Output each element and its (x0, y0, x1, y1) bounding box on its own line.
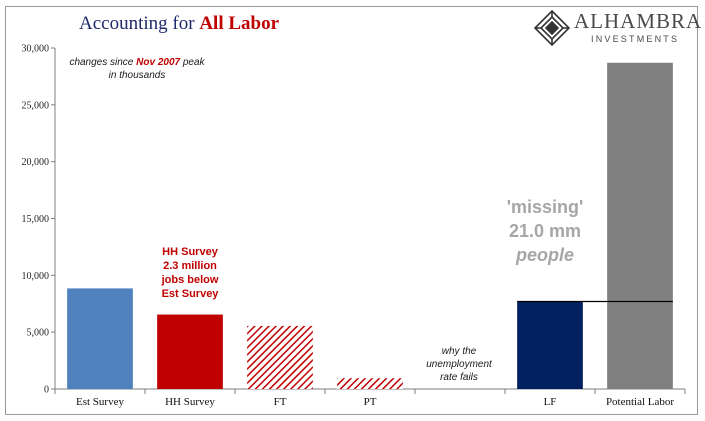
note-pre: changes since (69, 57, 137, 68)
alhambra-logo: ALHAMBRA INVESTMENTS (532, 8, 701, 48)
missing-line1: 'missing' (506, 197, 584, 217)
note-post: peak (180, 57, 205, 68)
unemp-line2: unemployment (426, 359, 492, 370)
missing-people-annotation: 'missing' 21.0 mm people (490, 195, 600, 267)
bar-hh-survey (157, 314, 223, 389)
title-prefix: Accounting for (79, 13, 200, 34)
bar-lf (517, 301, 583, 389)
x-tick-label: LF (544, 396, 557, 408)
chart-frame (5, 6, 698, 415)
hh-survey-annotation: HH Survey 2.3 million jobs below Est Sur… (150, 245, 230, 301)
unemp-line1: why the (441, 346, 477, 357)
hh-annotation-line1: HH Survey (162, 246, 218, 258)
y-tick-label: 30,000 (22, 44, 50, 55)
y-tick-label: 5,000 (27, 328, 50, 339)
bar-pt (337, 378, 403, 389)
y-tick-label: 0 (44, 385, 49, 396)
hh-annotation-line4: Est Survey (161, 288, 219, 300)
unemployment-note: why the unemployment rate fails (412, 345, 506, 384)
note-date: Nov 2007 (136, 57, 181, 68)
x-tick-label: FT (274, 396, 287, 408)
hh-annotation-line3: jobs below (161, 274, 219, 286)
missing-line2: 21.0 mm (508, 221, 582, 241)
unemp-line3: rate fails (440, 372, 478, 383)
hh-annotation-line2: 2.3 million (163, 260, 217, 272)
missing-line3: people (515, 245, 574, 265)
y-tick-label: 10,000 (22, 271, 50, 282)
chart-title: Accounting for All Labor (79, 13, 279, 35)
logo-subtitle: INVESTMENTS (591, 34, 680, 44)
logo-name: ALHAMBRA (574, 9, 703, 33)
units-note-line2: in thousands (108, 70, 166, 81)
y-tick-label: 20,000 (22, 157, 50, 168)
x-tick-label: PT (364, 396, 377, 408)
units-note-line1: changes since Nov 2007 peak (68, 56, 206, 69)
bar-potential-labor (607, 62, 673, 389)
bar-est-survey (67, 288, 133, 389)
y-tick-label: 25,000 (22, 100, 50, 111)
x-tick-label: Potential Labor (606, 396, 674, 408)
x-tick-label: Est Survey (76, 396, 124, 408)
bar-ft (247, 325, 313, 389)
diamond-logo-icon (534, 10, 570, 46)
units-note: changes since Nov 2007 peak in thousands (68, 56, 206, 82)
y-tick-label: 15,000 (22, 214, 50, 225)
x-tick-label: HH Survey (165, 396, 215, 408)
title-emphasis: All Labor (199, 13, 280, 34)
